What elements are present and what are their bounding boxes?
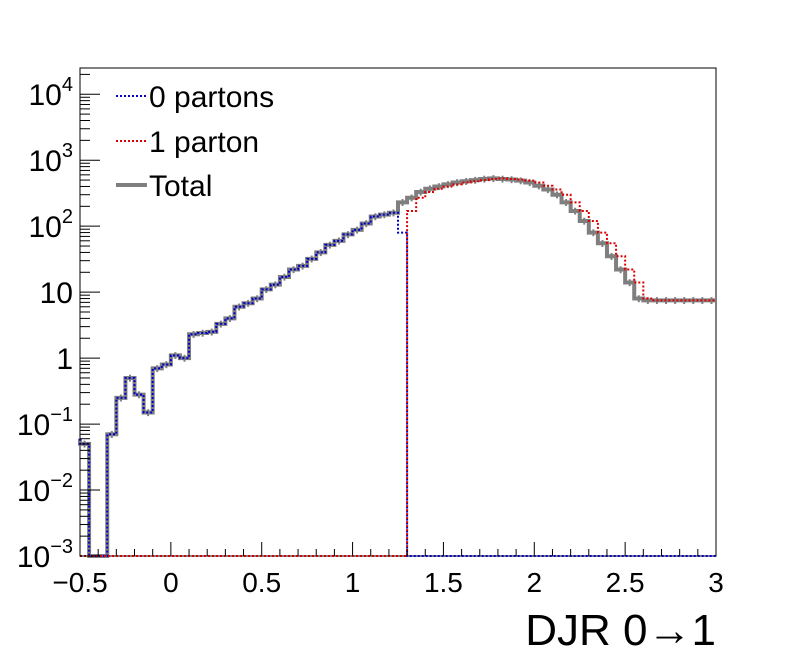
y-tick-base: 10 (17, 475, 50, 508)
legend-entry: Total (116, 170, 212, 203)
x-tick-label: 2 (526, 567, 542, 598)
legend-entry: 0 partons (116, 81, 274, 114)
x-axis-label: DJR 0→1 (525, 606, 716, 655)
y-tick-exponent: −1 (50, 404, 73, 426)
x-tick-label: 1 (345, 567, 361, 598)
series-1-parton (80, 177, 716, 557)
y-tick-label: 104 (29, 74, 74, 112)
y-tick-base: 10 (29, 79, 62, 112)
series-layer (78, 175, 716, 558)
legend-label: 1 parton (149, 126, 259, 159)
y-tick-base: 10 (40, 277, 73, 310)
series-line (79, 211, 716, 557)
y-tick-exponent: 4 (62, 74, 73, 96)
plot-frame (79, 67, 717, 557)
x-tick-label: 1.5 (424, 567, 463, 598)
legend: 0 partons 1 parton Total (116, 81, 274, 203)
y-tick-label: 10−2 (17, 470, 73, 508)
x-tick-label: 2.5 (606, 567, 645, 598)
y-tick-exponent: 3 (62, 140, 73, 162)
legend-label: Total (149, 170, 212, 203)
y-tick-label: 102 (29, 206, 74, 244)
y-tick-base: 10 (29, 211, 62, 244)
y-tick-base: 10 (17, 541, 50, 574)
y-tick-label: 10−3 (17, 536, 73, 574)
y-tick-exponent: −3 (50, 536, 73, 558)
y-tick-base: 10 (17, 409, 50, 442)
x-tick-label: 0.5 (242, 567, 281, 598)
legend-label: 0 partons (149, 81, 274, 114)
y-tick-base: 10 (29, 145, 62, 178)
series-0-partons (79, 211, 716, 557)
y-tick-base: 1 (56, 343, 73, 376)
axis-layer: −0.5 0 0.5 1 1.5 2 2.5 310410310210110−110−210−… (17, 73, 724, 598)
legend-entry: 1 parton (116, 126, 259, 159)
x-tick-label: −0.5 (52, 567, 107, 598)
y-tick-label: 10 (40, 277, 73, 310)
y-tick-exponent: 2 (62, 206, 73, 228)
y-tick-exponent: −2 (50, 470, 73, 492)
series-line (80, 177, 716, 557)
x-tick-label: 0 (163, 567, 179, 598)
y-tick-label: 10−1 (17, 404, 73, 442)
x-tick-label: 3 (708, 567, 724, 598)
y-tick-label: 103 (29, 140, 74, 178)
y-tick-label: 1 (56, 343, 73, 376)
